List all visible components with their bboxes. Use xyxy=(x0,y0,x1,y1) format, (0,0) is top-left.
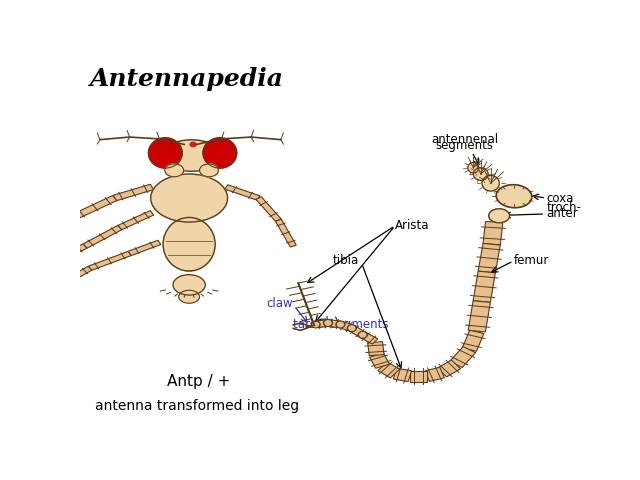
Text: antennenal: antennenal xyxy=(431,132,498,145)
Polygon shape xyxy=(468,301,490,332)
Polygon shape xyxy=(478,243,500,273)
Text: troch-: troch- xyxy=(547,201,581,214)
Polygon shape xyxy=(256,197,281,222)
Polygon shape xyxy=(462,330,484,351)
Ellipse shape xyxy=(496,185,532,208)
Polygon shape xyxy=(483,222,503,245)
Text: anter: anter xyxy=(547,207,578,220)
Text: Antennapedia: Antennapedia xyxy=(90,67,284,91)
Polygon shape xyxy=(83,226,122,248)
Text: tibia: tibia xyxy=(333,254,359,267)
Polygon shape xyxy=(473,271,495,302)
Polygon shape xyxy=(48,266,92,292)
Polygon shape xyxy=(327,320,341,328)
Polygon shape xyxy=(2,271,19,302)
Text: femur: femur xyxy=(514,254,549,267)
Text: segments: segments xyxy=(435,139,493,152)
Ellipse shape xyxy=(163,217,215,271)
Ellipse shape xyxy=(203,138,237,168)
Ellipse shape xyxy=(165,164,184,177)
Polygon shape xyxy=(12,241,44,274)
Polygon shape xyxy=(38,215,78,244)
Ellipse shape xyxy=(468,163,479,173)
Circle shape xyxy=(312,322,319,327)
Polygon shape xyxy=(88,252,131,270)
Text: claw: claw xyxy=(267,297,293,310)
Polygon shape xyxy=(349,325,365,337)
Circle shape xyxy=(349,326,355,330)
Polygon shape xyxy=(360,332,378,344)
Polygon shape xyxy=(128,240,161,256)
Circle shape xyxy=(360,333,365,337)
Polygon shape xyxy=(8,267,44,303)
Polygon shape xyxy=(113,184,154,201)
Text: Antp / +: Antp / + xyxy=(167,373,230,389)
Ellipse shape xyxy=(150,174,228,222)
Polygon shape xyxy=(275,219,296,247)
Circle shape xyxy=(190,142,196,147)
Ellipse shape xyxy=(162,140,221,171)
Circle shape xyxy=(358,332,367,338)
Polygon shape xyxy=(38,244,87,270)
Polygon shape xyxy=(225,185,260,200)
Polygon shape xyxy=(410,371,428,382)
Polygon shape xyxy=(73,195,117,219)
Polygon shape xyxy=(28,289,53,317)
Polygon shape xyxy=(450,347,476,368)
Text: tarsal segments: tarsal segments xyxy=(293,318,388,331)
Polygon shape xyxy=(378,362,399,378)
Polygon shape xyxy=(438,360,461,377)
Ellipse shape xyxy=(179,290,200,303)
Ellipse shape xyxy=(489,209,509,223)
Ellipse shape xyxy=(148,138,182,168)
Polygon shape xyxy=(370,353,390,368)
Circle shape xyxy=(325,321,331,325)
Circle shape xyxy=(348,325,356,332)
Ellipse shape xyxy=(173,275,205,295)
Polygon shape xyxy=(315,320,329,328)
Ellipse shape xyxy=(482,176,499,191)
Text: Arista: Arista xyxy=(395,219,429,232)
Polygon shape xyxy=(368,342,384,356)
Ellipse shape xyxy=(474,168,488,180)
Text: coxa: coxa xyxy=(547,192,573,204)
Polygon shape xyxy=(339,322,353,331)
Circle shape xyxy=(336,321,345,328)
Polygon shape xyxy=(393,368,412,382)
Text: antenna transformed into leg: antenna transformed into leg xyxy=(95,399,299,413)
Circle shape xyxy=(324,320,332,326)
Circle shape xyxy=(311,321,320,328)
Circle shape xyxy=(337,322,344,327)
Polygon shape xyxy=(425,367,444,382)
Ellipse shape xyxy=(200,164,218,177)
Polygon shape xyxy=(118,211,154,230)
